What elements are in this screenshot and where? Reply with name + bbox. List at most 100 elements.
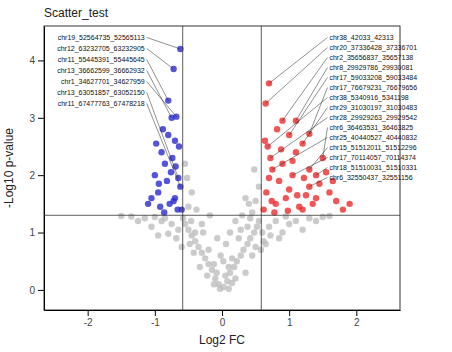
point [161, 209, 167, 215]
point [263, 189, 269, 195]
point [173, 113, 179, 119]
leader-line [147, 93, 179, 179]
y-tick-mark [38, 290, 44, 291]
point [184, 175, 190, 181]
point [340, 206, 346, 212]
y-tick: 1 [29, 227, 44, 238]
y-tick-label: 3 [29, 112, 35, 123]
x-tick-label: -2 [84, 317, 93, 328]
point-label: chr11_67477763_67478218 [58, 100, 145, 108]
point [299, 206, 305, 212]
point [178, 244, 184, 250]
point [289, 158, 295, 164]
point [267, 155, 273, 161]
point-label: chr13_63051857_63052150 [57, 89, 145, 97]
point-label: chr11_55445391_55445645 [58, 56, 145, 64]
x-tick: 1 [287, 310, 293, 328]
x-axis-title: Log2 FC [199, 333, 245, 347]
point-label: chr18_51510031_51510331 [329, 164, 417, 172]
point [226, 264, 232, 270]
leader-line [289, 78, 327, 136]
point [176, 143, 182, 149]
threshold-line [261, 26, 262, 310]
leader-line [270, 118, 327, 158]
point [214, 235, 220, 241]
point [164, 178, 170, 184]
point [152, 214, 158, 220]
point-label: chr17_70114057_70114374 [329, 154, 416, 162]
point-label: chr13_36662599_36662932 [57, 67, 145, 75]
point [165, 132, 171, 138]
y-tick: 3 [29, 112, 44, 123]
point [249, 252, 255, 258]
y-tick: 0 [29, 285, 44, 296]
y-tick: 2 [29, 170, 44, 181]
point [142, 215, 148, 221]
point [213, 270, 219, 276]
x-tick-label: -1 [151, 317, 160, 328]
chart-container: -2-101201234chr19_52564735_52565113chr12… [0, 0, 452, 352]
x-tick-mark [155, 310, 156, 316]
leader-line [303, 108, 328, 144]
point [185, 204, 191, 210]
point [279, 117, 285, 123]
point-label: chr6_32550437_32551156 [329, 174, 412, 182]
point [148, 195, 154, 201]
leader-line [268, 98, 328, 147]
point [240, 247, 246, 253]
point [204, 272, 210, 278]
point [313, 218, 319, 224]
point [313, 172, 319, 178]
point [286, 186, 292, 192]
point [200, 229, 206, 235]
point [326, 213, 332, 219]
point [192, 229, 198, 235]
point [155, 232, 161, 238]
point [188, 218, 194, 224]
point [148, 224, 154, 230]
point [157, 204, 163, 210]
point [306, 215, 312, 221]
point-label: chr25_40440527_40440832 [329, 134, 417, 142]
x-tick-label: 1 [287, 317, 293, 328]
point [229, 280, 235, 286]
point [199, 249, 205, 255]
point [266, 224, 272, 230]
y-tick-mark [38, 118, 44, 119]
point [247, 215, 253, 221]
point-label: chr38_5340916_5341198 [329, 94, 408, 102]
point [301, 175, 307, 181]
point [276, 178, 282, 184]
point [320, 214, 326, 220]
point [244, 241, 250, 247]
annotations: chr19_52564735_52565113chr12_63232705_63… [57, 34, 417, 187]
point-series [118, 160, 333, 291]
point [293, 117, 299, 123]
point [217, 252, 223, 258]
point-label: chr17_76679231_76679656 [329, 84, 417, 92]
leader-line [147, 38, 181, 49]
point [326, 189, 332, 195]
point [273, 218, 279, 224]
point [294, 192, 300, 198]
point [118, 213, 124, 219]
x-tick-label: 0 [220, 317, 226, 328]
point [283, 195, 289, 201]
leader-line [309, 178, 327, 187]
point-label: chr29_31030197_31030483 [329, 104, 417, 112]
leader-line [147, 82, 177, 117]
chart-svg: -2-101201234chr19_52564735_52565113chr12… [0, 0, 452, 352]
x-tick-mark [289, 310, 290, 316]
point [276, 235, 282, 241]
point-label: chr6_36463531_36463825 [329, 124, 413, 132]
point [197, 264, 203, 270]
y-tick-label: 0 [29, 285, 35, 296]
point [168, 221, 174, 227]
point [271, 209, 277, 215]
leader-line [316, 168, 327, 176]
point [262, 138, 268, 144]
threshold-line [44, 215, 400, 216]
point-label: chr20_37336428_37336701 [329, 44, 417, 52]
leader-line [147, 49, 174, 70]
point-label: chr12_63232705_63232905 [57, 45, 145, 53]
